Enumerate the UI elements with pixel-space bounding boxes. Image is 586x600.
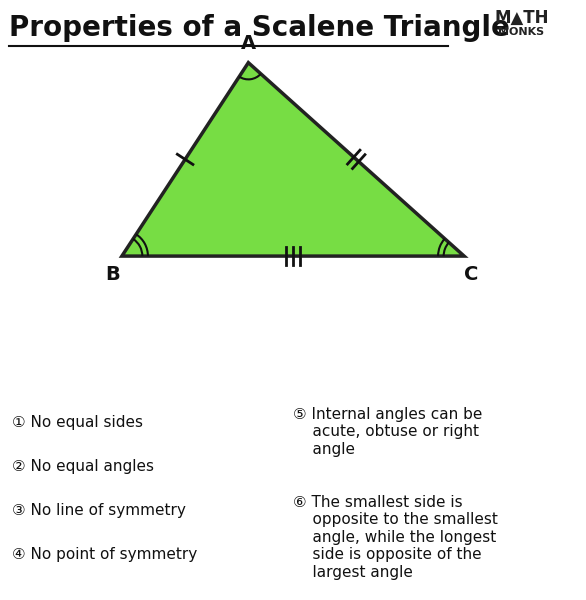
Text: C: C bbox=[464, 265, 479, 284]
Polygon shape bbox=[122, 62, 464, 256]
Text: Properties of a Scalene Triangle: Properties of a Scalene Triangle bbox=[9, 14, 510, 43]
Text: ① No equal sides: ① No equal sides bbox=[12, 415, 143, 430]
Text: A: A bbox=[241, 34, 256, 53]
Text: B: B bbox=[105, 265, 120, 284]
Text: MONKS: MONKS bbox=[499, 27, 544, 37]
Text: ③ No line of symmetry: ③ No line of symmetry bbox=[12, 503, 186, 518]
Text: ④ No point of symmetry: ④ No point of symmetry bbox=[12, 547, 197, 563]
Text: ⑥ The smallest side is
    opposite to the smallest
    angle, while the longest: ⑥ The smallest side is opposite to the s… bbox=[293, 495, 498, 580]
Text: ② No equal angles: ② No equal angles bbox=[12, 460, 154, 474]
Text: M▲TH: M▲TH bbox=[494, 9, 549, 27]
Text: ⑤ Internal angles can be
    acute, obtuse or right
    angle: ⑤ Internal angles can be acute, obtuse o… bbox=[293, 407, 482, 457]
